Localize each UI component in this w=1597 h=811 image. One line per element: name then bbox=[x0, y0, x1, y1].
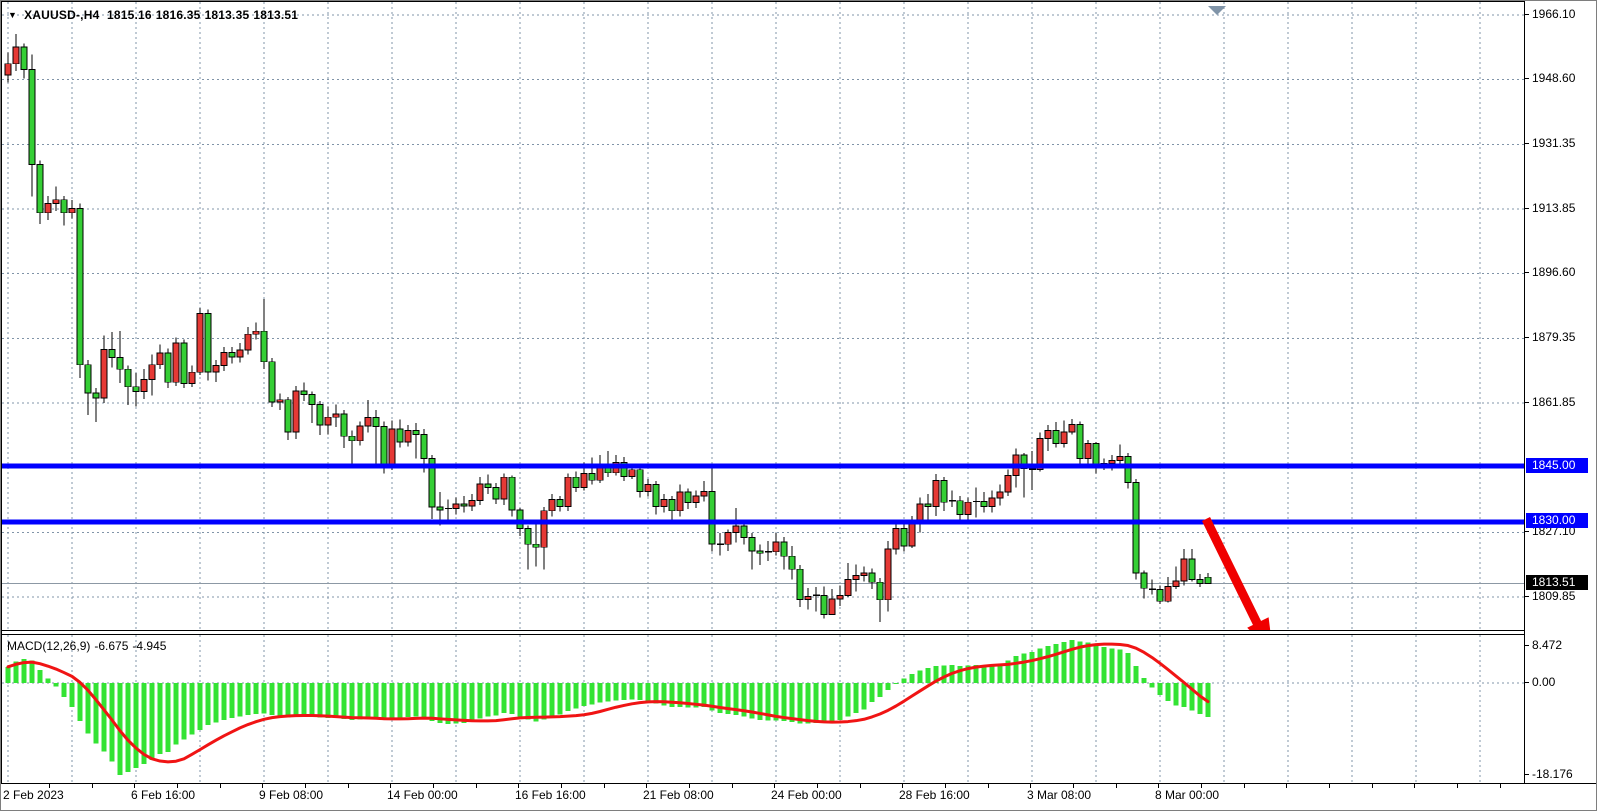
time-axis-label: 21 Feb 08:00 bbox=[643, 788, 714, 802]
time-axis-tick bbox=[1243, 784, 1245, 788]
macd-panel[interactable] bbox=[2, 635, 1525, 784]
price-axis-label: 1879.35 bbox=[1532, 329, 1576, 344]
time-axis-tick bbox=[1073, 784, 1074, 788]
quote-close: 1813.51 bbox=[253, 8, 299, 22]
price-chart[interactable] bbox=[2, 2, 1525, 630]
time-axis-tick bbox=[1158, 784, 1160, 788]
time-axis-tick bbox=[1414, 784, 1416, 788]
time-axis-tick bbox=[475, 784, 477, 788]
time-axis-label: 24 Feb 00:00 bbox=[771, 788, 842, 802]
time-axis-tick bbox=[902, 784, 904, 788]
time-axis-tick bbox=[1115, 784, 1117, 788]
price-axis-tick bbox=[1525, 142, 1529, 144]
time-axis-label: 3 Mar 08:00 bbox=[1027, 788, 1092, 802]
time-axis-tick bbox=[390, 784, 392, 788]
price-axis-tick bbox=[1525, 336, 1529, 338]
time-axis-tick bbox=[1371, 784, 1373, 788]
time-axis-label: 6 Feb 16:00 bbox=[131, 788, 196, 802]
time-axis-tick bbox=[859, 784, 861, 788]
quote-open: 1815.16 bbox=[107, 8, 152, 22]
time-axis-tick bbox=[603, 784, 605, 788]
time-axis-tick bbox=[1201, 784, 1202, 788]
time-axis-tick bbox=[1329, 784, 1330, 788]
macd-indicator-label: MACD(12,26,9) -6.675 -4.945 bbox=[7, 639, 170, 653]
quote-high: 1816.35 bbox=[155, 8, 201, 22]
price-axis-tick bbox=[1525, 13, 1529, 15]
time-axis-border bbox=[1, 783, 1596, 784]
macd-gridlines bbox=[2, 635, 1525, 784]
macd-axis-tick bbox=[1525, 773, 1529, 775]
time-axis-tick bbox=[347, 784, 349, 788]
chart-plot-area[interactable]: ▼ XAUUSD-,H4 1815.16 1816.35 1813.35 1813.51… bbox=[1, 1, 1525, 784]
price-axis-label: 1896.60 bbox=[1532, 265, 1576, 280]
macd-axis-label: 8.472 bbox=[1532, 637, 1563, 652]
macd-signal-value: -4.945 bbox=[132, 639, 167, 653]
time-axis-tick bbox=[518, 784, 520, 788]
price-axis-label: 1809.85 bbox=[1532, 588, 1576, 603]
price-axis-tick bbox=[1525, 595, 1529, 597]
panel-separator[interactable] bbox=[2, 630, 1525, 631]
candles-layer bbox=[4, 33, 1212, 622]
price-axis-label: 1966.10 bbox=[1532, 6, 1576, 21]
time-axis-tick bbox=[262, 784, 264, 788]
macd-value: -6.675 bbox=[94, 639, 129, 653]
macd-axis-label: 0.00 bbox=[1532, 674, 1556, 689]
current-price-tag: 1813.51 bbox=[1526, 574, 1588, 590]
time-axis-tick bbox=[1030, 784, 1032, 788]
time-axis-tick bbox=[49, 784, 50, 788]
time-axis-tick bbox=[1286, 784, 1288, 788]
time-axis-label: 16 Feb 16:00 bbox=[515, 788, 586, 802]
time-axis-label: 2 Feb 2023 bbox=[3, 788, 64, 802]
time-axis-tick bbox=[774, 784, 776, 788]
time-axis-label: 14 Feb 00:00 bbox=[387, 788, 458, 802]
time-axis-tick bbox=[1499, 784, 1501, 788]
time-axis-tick bbox=[646, 784, 648, 788]
macd-signal-line bbox=[6, 642, 1210, 764]
time-axis-tick bbox=[817, 784, 818, 788]
price-axis-label: 1931.35 bbox=[1532, 135, 1576, 150]
time-axis-tick bbox=[987, 784, 989, 788]
panel-separator[interactable] bbox=[2, 634, 1525, 635]
price-axis-tick bbox=[1525, 78, 1529, 80]
price-axis-tick bbox=[1525, 207, 1529, 209]
price-axis-tick bbox=[1525, 530, 1529, 532]
main-gridlines bbox=[2, 2, 1525, 630]
quote-ohlc-label: ▼ XAUUSD-,H4 1815.16 1816.35 1813.35 1813.51 bbox=[8, 8, 302, 22]
time-axis-label: 9 Feb 08:00 bbox=[259, 788, 324, 802]
time-axis-tick bbox=[731, 784, 733, 788]
hline-price-tag: 1830.00 bbox=[1526, 513, 1588, 529]
shift-end-marker-icon[interactable] bbox=[1208, 6, 1226, 15]
time-axis-tick bbox=[177, 784, 178, 788]
macd-axis-label: -18.176 bbox=[1532, 766, 1573, 781]
quote-low: 1813.35 bbox=[204, 8, 250, 22]
time-axis-label: 8 Mar 00:00 bbox=[1155, 788, 1220, 802]
macd-name: MACD(12,26,9) bbox=[7, 639, 91, 653]
price-axis-tick bbox=[1525, 272, 1529, 274]
time-axis-tick bbox=[945, 784, 946, 788]
price-axis-label: 1861.85 bbox=[1532, 394, 1576, 409]
hline-price-tag: 1845.00 bbox=[1526, 457, 1588, 473]
macd-axis-tick bbox=[1525, 681, 1529, 683]
price-axis-border bbox=[1524, 1, 1525, 783]
macd-axis-tick bbox=[1525, 644, 1529, 646]
price-scale[interactable]: 1966.10 1948.60 1931.35 1913.85 1896.60 1879.… bbox=[1525, 1, 1596, 783]
symbol-dropdown-icon[interactable]: ▼ bbox=[8, 10, 18, 20]
price-axis-label: 1948.60 bbox=[1532, 71, 1576, 86]
time-axis-label: 28 Feb 16:00 bbox=[899, 788, 970, 802]
time-axis-tick bbox=[1457, 784, 1458, 788]
time-axis-tick bbox=[305, 784, 306, 788]
time-axis-tick bbox=[219, 784, 221, 788]
time-axis-tick bbox=[433, 784, 434, 788]
time-scale[interactable]: 2 Feb 2023 6 Feb 16:00 9 Feb 08:00 14 Feb 0… bbox=[1, 784, 1596, 810]
horizontal-line-objects[interactable] bbox=[2, 463, 1525, 525]
time-axis-tick bbox=[689, 784, 690, 788]
price-axis-tick bbox=[1525, 401, 1529, 403]
time-axis-tick bbox=[91, 784, 93, 788]
time-axis-tick bbox=[134, 784, 136, 788]
quote-symbol: XAUUSD-,H4 bbox=[24, 8, 100, 22]
trend-arrow[interactable] bbox=[1201, 517, 1273, 630]
price-axis-label: 1913.85 bbox=[1532, 200, 1576, 215]
time-axis-tick bbox=[561, 784, 562, 788]
